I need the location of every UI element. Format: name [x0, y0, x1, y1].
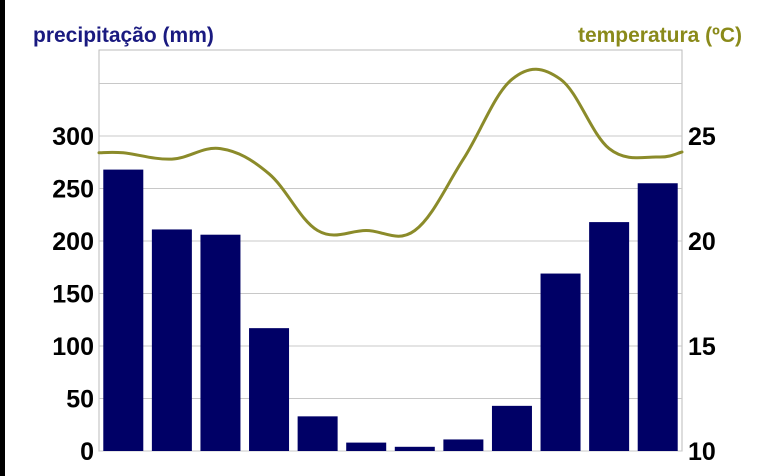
precipitation-bar: [540, 273, 581, 451]
gridlines: [99, 83, 682, 452]
left-tick-label: 50: [66, 386, 94, 414]
left-axis-title: precipitação (mm): [33, 24, 214, 47]
left-tick-label: 150: [52, 281, 94, 309]
plot-area: [98, 49, 683, 452]
precipitation-bar: [200, 234, 241, 451]
left-tick-label: 250: [52, 176, 94, 204]
right-tick-label: 25: [688, 123, 716, 151]
precipitation-bar: [394, 446, 435, 451]
precipitation-bar: [491, 405, 532, 451]
precipitation-bars: [103, 169, 678, 451]
left-tick-label: 200: [52, 228, 94, 256]
temperature-line: [97, 67, 684, 238]
right-axis-title: temperatura (ºC): [578, 24, 742, 47]
left-axis-ticks: 300 250 200 150 100 50 0: [52, 123, 94, 466]
precipitation-bar: [297, 416, 338, 451]
right-tick-label: 15: [688, 333, 716, 361]
precipitation-bar: [589, 222, 630, 451]
precipitation-bar: [151, 229, 192, 451]
precipitation-bar: [103, 169, 144, 451]
precipitation-bar: [249, 328, 290, 451]
right-tick-label: 20: [688, 228, 716, 256]
precipitation-bar: [346, 442, 387, 451]
precipitation-bar: [637, 183, 678, 451]
left-tick-label: 100: [52, 333, 94, 361]
right-axis-ticks: 25 20 15 10: [688, 123, 716, 466]
precipitation-bar: [443, 439, 484, 451]
left-border: [0, 0, 5, 476]
left-tick-label: 300: [52, 123, 94, 151]
left-tick-label: 0: [80, 438, 94, 466]
right-tick-label: 10: [688, 438, 716, 466]
